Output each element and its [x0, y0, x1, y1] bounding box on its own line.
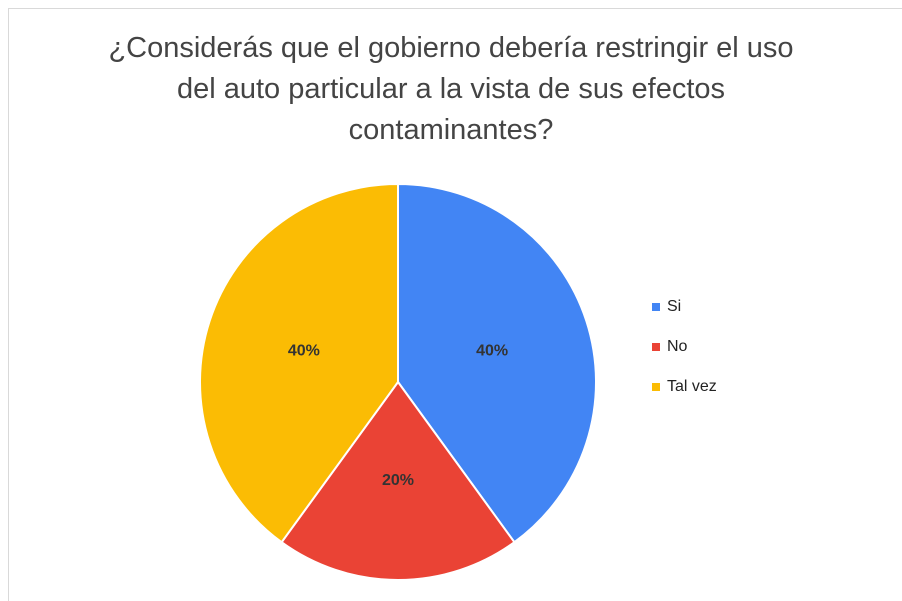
legend-label: No [667, 338, 688, 355]
chart-title: ¿Considerás que el gobierno debería rest… [108, 32, 794, 146]
slice-label: 40% [476, 343, 508, 360]
pie-slice [280, 380, 516, 581]
chart-border [8, 8, 902, 601]
pie-slice [397, 182, 597, 544]
pie-slice [199, 182, 399, 544]
slice-label: 40% [288, 343, 320, 360]
legend-swatch [652, 383, 660, 391]
legend-label: Tal vez [667, 378, 717, 395]
legend-swatch [652, 303, 660, 311]
legend-label: Si [667, 298, 681, 315]
slice-label: 20% [382, 472, 414, 489]
legend-swatch [652, 343, 660, 351]
